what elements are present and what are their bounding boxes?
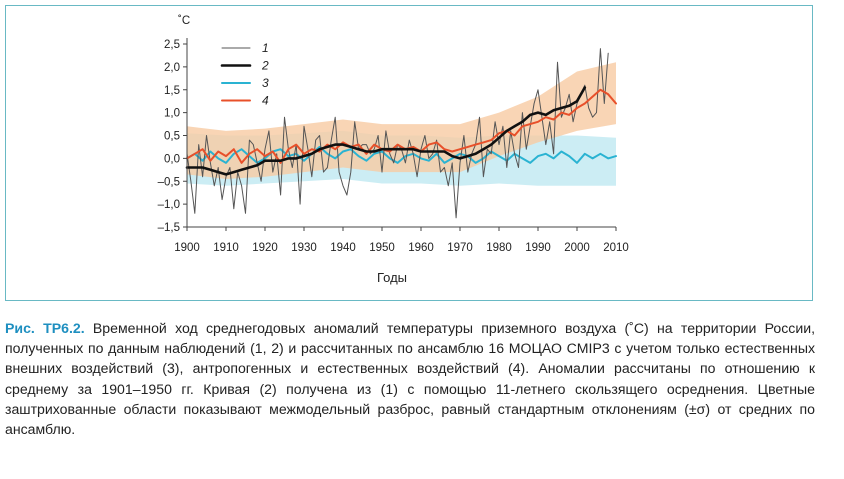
figure-caption: Рис. ТР6.2. Временной ход среднегодовых … xyxy=(5,318,815,439)
y-tick-label: 2,0 xyxy=(164,62,180,74)
y-tick-label: 0,5 xyxy=(164,131,180,143)
x-tick-label: 1980 xyxy=(486,242,512,254)
line-series-4 xyxy=(186,88,617,164)
legend: 1 2 3 4 xyxy=(220,41,269,108)
y-tick-label: 2,5 xyxy=(164,39,180,51)
x-tick-label: 1900 xyxy=(174,242,200,254)
x-tick-label: 1930 xyxy=(291,242,317,254)
y-tick-label: –1,5 xyxy=(158,222,180,234)
y-tick-label: 1,0 xyxy=(164,108,180,120)
axes: –1,5 –1,0 –0,5 0,0 0,5 1,0 1,5 2,0 2,5 1900 1910 19… xyxy=(158,38,629,254)
line-series-3 xyxy=(186,145,617,164)
y-tick-label: 0,0 xyxy=(164,153,180,165)
legend-label-1: 1 xyxy=(262,41,269,55)
caption-text: Временной ход среднегодовых аномалий тем… xyxy=(5,320,815,438)
x-tick-label: 1960 xyxy=(408,242,434,254)
legend-label-3: 3 xyxy=(262,76,269,90)
x-tick-label: 1990 xyxy=(525,242,551,254)
series-lines xyxy=(185,48,617,219)
x-axis-title: Годы xyxy=(377,270,407,285)
x-tick-label: 1970 xyxy=(447,242,473,254)
x-tick-label: 2010 xyxy=(603,242,629,254)
temperature-anomaly-chart: –1,5 –1,0 –0,5 0,0 0,5 1,0 1,5 2,0 2,5 1900 1910 19… xyxy=(158,15,629,285)
y-tick-label: 1,5 xyxy=(164,85,180,97)
x-tick-label: 1940 xyxy=(330,242,356,254)
x-tick-label: 1950 xyxy=(369,242,395,254)
x-tick-label: 2000 xyxy=(564,242,590,254)
line-series-2 xyxy=(185,86,587,176)
legend-label-4: 4 xyxy=(262,94,269,108)
x-tick-label: 1910 xyxy=(213,242,239,254)
x-tick-label: 1920 xyxy=(252,242,278,254)
y-tick-label: –0,5 xyxy=(158,176,180,188)
y-unit-label: ˚С xyxy=(178,15,190,27)
y-tick-label: –1,0 xyxy=(158,199,180,211)
legend-label-2: 2 xyxy=(261,59,269,73)
caption-label: Рис. ТР6.2. xyxy=(5,320,85,336)
